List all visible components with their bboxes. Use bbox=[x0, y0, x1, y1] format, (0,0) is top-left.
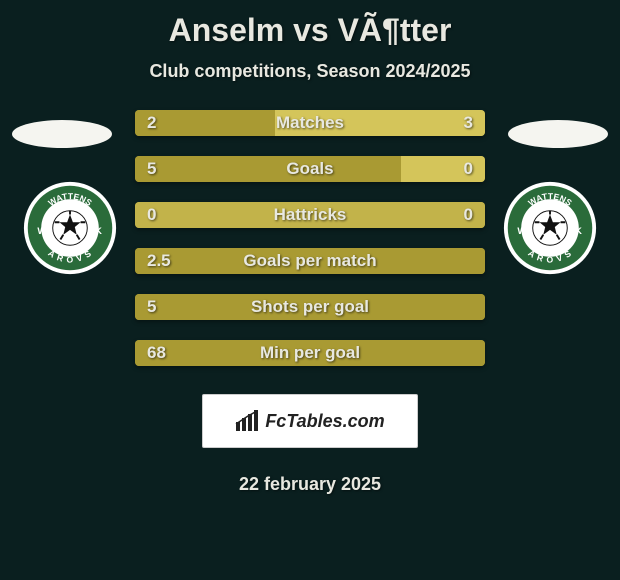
stat-label: Shots per goal bbox=[135, 294, 485, 320]
svg-text:W: W bbox=[37, 226, 47, 237]
brand-text: FcTables.com bbox=[265, 411, 384, 432]
page-title: Anselm vs VÃ¶tter bbox=[0, 0, 620, 49]
player-right-flag bbox=[508, 120, 608, 148]
comparison-date: 22 february 2025 bbox=[0, 474, 620, 495]
stat-label: Min per goal bbox=[135, 340, 485, 366]
stat-row: 23Matches bbox=[135, 110, 485, 136]
stat-row: 2.5Goals per match bbox=[135, 248, 485, 274]
brand-badge[interactable]: FcTables.com bbox=[202, 394, 418, 448]
club-badge-right: WATTENS A R O V S W K bbox=[502, 180, 598, 276]
stat-row: 50Goals bbox=[135, 156, 485, 182]
chart-icon bbox=[235, 410, 261, 432]
stat-row: 68Min per goal bbox=[135, 340, 485, 366]
stat-label: Hattricks bbox=[135, 202, 485, 228]
club-badge-icon: WATTENS A R O V S W K bbox=[22, 180, 118, 276]
stat-label: Goals per match bbox=[135, 248, 485, 274]
stat-label: Goals bbox=[135, 156, 485, 182]
svg-text:K: K bbox=[95, 226, 102, 237]
stat-label: Matches bbox=[135, 110, 485, 136]
stat-row: 00Hattricks bbox=[135, 202, 485, 228]
svg-text:K: K bbox=[575, 226, 582, 237]
comparison-panel: WATTENS A R O V S W K WATTENS A R O V S … bbox=[0, 110, 620, 510]
stats-list: 23Matches 50Goals 00Hattricks 2.5Goals per … bbox=[135, 110, 485, 386]
club-badge-icon: WATTENS A R O V S W K bbox=[502, 180, 598, 276]
club-badge-left: WATTENS A R O V S W K bbox=[22, 180, 118, 276]
stat-row: 5Shots per goal bbox=[135, 294, 485, 320]
svg-text:W: W bbox=[517, 226, 527, 237]
player-left-flag bbox=[12, 120, 112, 148]
page-subtitle: Club competitions, Season 2024/2025 bbox=[0, 61, 620, 82]
